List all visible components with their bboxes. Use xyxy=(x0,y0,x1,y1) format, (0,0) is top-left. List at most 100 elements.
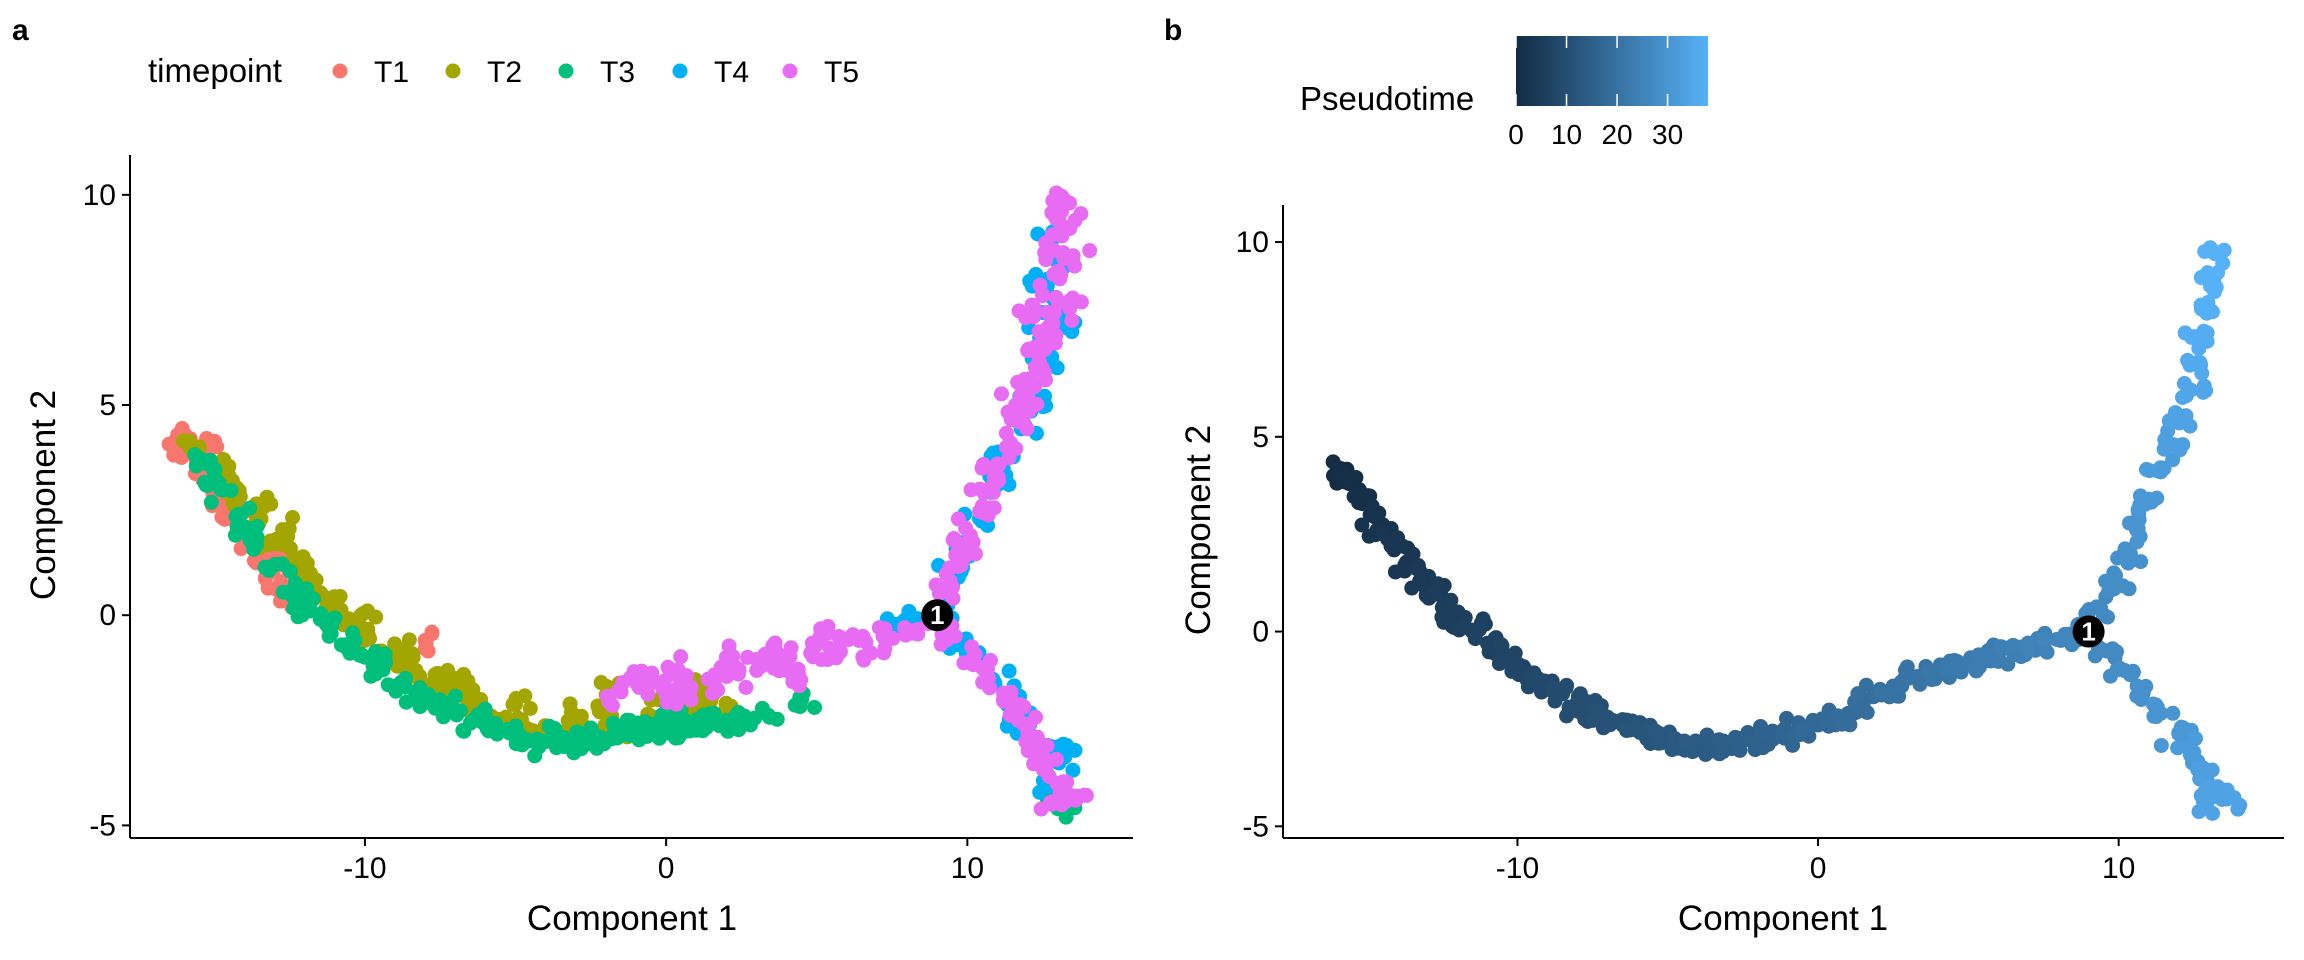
y-tick-label: -5 xyxy=(1242,810,1269,843)
data-point xyxy=(2130,688,2146,704)
data-point xyxy=(345,625,361,641)
data-point xyxy=(1073,206,1089,222)
x-tick-label: 0 xyxy=(658,852,675,885)
data-point xyxy=(875,623,891,639)
data-point xyxy=(216,451,232,467)
data-point xyxy=(945,590,961,606)
data-point xyxy=(1058,740,1074,756)
data-point xyxy=(681,685,697,701)
data-point xyxy=(2207,284,2223,300)
data-point xyxy=(1968,663,1984,679)
data-point xyxy=(822,640,838,656)
data-point xyxy=(2108,644,2124,660)
data-point xyxy=(326,589,342,605)
data-point xyxy=(1046,305,1062,321)
data-point xyxy=(621,727,637,743)
data-point xyxy=(705,685,721,701)
data-point xyxy=(985,484,1001,500)
data-point xyxy=(931,585,947,601)
data-point xyxy=(956,655,972,671)
data-point xyxy=(861,645,877,661)
data-point xyxy=(2205,805,2221,821)
data-point xyxy=(1561,699,1577,715)
data-point xyxy=(622,713,638,729)
data-point xyxy=(249,518,265,534)
data-point xyxy=(2176,375,2192,391)
data-point xyxy=(231,523,247,539)
data-point xyxy=(1990,653,2006,669)
data-point xyxy=(214,509,230,525)
data-point xyxy=(601,694,617,710)
legend-label: T4 xyxy=(714,56,749,89)
data-point xyxy=(246,541,262,557)
data-point xyxy=(1858,677,1874,693)
data-point xyxy=(187,447,203,463)
data-point xyxy=(2115,578,2131,594)
data-point xyxy=(2170,740,2186,756)
data-point xyxy=(2095,606,2111,622)
data-point xyxy=(1408,560,1424,576)
y-tick-label: -5 xyxy=(89,809,116,842)
data-point xyxy=(1001,663,1017,679)
data-point xyxy=(161,436,177,452)
data-point xyxy=(2182,418,2198,434)
data-point xyxy=(963,482,979,498)
data-point xyxy=(876,645,892,661)
y-tick-label: 0 xyxy=(1252,616,1269,649)
series-T5 xyxy=(599,185,1098,817)
data-point xyxy=(209,439,225,455)
data-point xyxy=(465,682,481,698)
data-point xyxy=(2188,731,2204,747)
data-point xyxy=(323,626,339,642)
data-point xyxy=(2081,601,2097,617)
panel-b-letter: b xyxy=(1164,14,1182,47)
data-point xyxy=(2193,788,2209,804)
data-point xyxy=(1000,404,1016,420)
branch-point-marker xyxy=(2072,615,2105,648)
data-point xyxy=(1467,631,1483,647)
data-point xyxy=(2196,378,2212,394)
data-point xyxy=(1045,193,1061,209)
data-point xyxy=(2055,630,2071,646)
data-point xyxy=(1362,507,1378,523)
data-point xyxy=(1494,638,1510,654)
points-layer xyxy=(161,185,1098,825)
data-point xyxy=(1038,252,1054,268)
data-point xyxy=(1993,639,2009,655)
data-point xyxy=(1012,697,1028,713)
data-point xyxy=(958,520,974,536)
data-point xyxy=(980,661,996,677)
data-point xyxy=(2020,637,2036,653)
data-point xyxy=(1043,794,1059,810)
data-point xyxy=(2035,631,2051,647)
data-point xyxy=(967,546,983,562)
data-point xyxy=(302,565,318,581)
data-point xyxy=(1912,676,1928,692)
data-point xyxy=(429,665,445,681)
data-point xyxy=(181,433,197,449)
data-point xyxy=(1383,538,1399,554)
colorbar-tick-label: 10 xyxy=(1551,119,1582,150)
data-point xyxy=(942,560,958,576)
y-tick-label: 5 xyxy=(1252,421,1269,454)
branch-point-marker xyxy=(921,599,954,632)
data-point xyxy=(660,725,676,741)
data-point xyxy=(2193,270,2209,286)
data-point xyxy=(2133,554,2149,570)
data-point xyxy=(1039,738,1055,754)
data-point xyxy=(1504,663,1520,679)
x-axis-title-a: Component 1 xyxy=(527,899,737,938)
colorbar-title: Pseudotime xyxy=(1300,80,1474,117)
data-point xyxy=(2142,463,2158,479)
data-point xyxy=(588,728,604,744)
data-point xyxy=(1873,685,1889,701)
data-point xyxy=(1779,710,1795,726)
data-point xyxy=(2116,546,2132,562)
data-point xyxy=(679,668,695,684)
data-point xyxy=(993,386,1009,402)
data-point xyxy=(1010,374,1026,390)
data-point xyxy=(261,562,277,578)
data-point xyxy=(975,674,991,690)
y-tick-label: 10 xyxy=(83,179,116,212)
